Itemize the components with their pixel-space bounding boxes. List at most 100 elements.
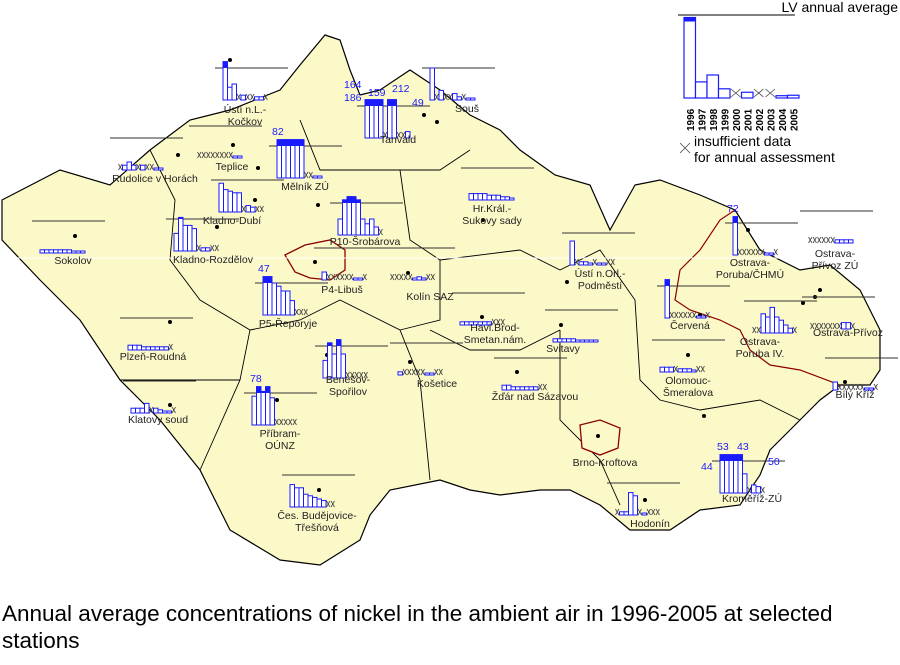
station-17[interactable]: 78 Příbram-OÚNZ	[244, 373, 317, 452]
station-1[interactable]: Rudolice v Horách	[110, 137, 198, 185]
insufficient-data-mark	[201, 151, 206, 159]
station-21[interactable]: Svitavy	[545, 309, 618, 355]
bar-2001	[575, 339, 581, 343]
bar-above-limit	[733, 216, 738, 223]
station-name: Rudolice v Horách	[112, 173, 198, 185]
insufficient-data-mark	[752, 326, 757, 334]
station-27[interactable]: Olomouc-Šmeralova	[652, 339, 725, 399]
station-name: Benešov-	[326, 374, 371, 386]
station-name: Kočkov	[228, 116, 263, 128]
bar-1998	[510, 386, 516, 391]
station-20[interactable]: Havl.Brod-Smetan.nám.	[452, 292, 526, 346]
station-29[interactable]: 72 Ostrava-Poruba/ČHMÚ	[716, 203, 798, 281]
insufficient-data-mark	[241, 205, 246, 213]
bar-1996	[173, 232, 179, 252]
bar-above-limit	[327, 342, 332, 346]
bar-2005	[470, 97, 476, 101]
bar-2004	[163, 346, 169, 351]
insufficient-data-mark	[283, 418, 288, 426]
station-24[interactable]: Brno-Kroftova	[573, 434, 638, 469]
station-8[interactable]: Sokolov	[32, 220, 105, 267]
station-33[interactable]: Bílý Kříž	[825, 357, 898, 401]
station-7[interactable]: Kladno-Rozdělov	[166, 216, 254, 266]
bar-above-limit	[281, 139, 286, 146]
insufficient-data-mark	[362, 273, 367, 281]
bar-1997	[464, 321, 470, 326]
station-19[interactable]: Košetice	[390, 342, 463, 390]
insufficient-data-mark	[399, 273, 404, 281]
insufficient-data-mark	[819, 322, 824, 330]
insufficient-data-mark	[255, 205, 260, 213]
bar-2000	[340, 353, 346, 379]
bar-2005	[593, 339, 599, 343]
station-14[interactable]: Ústí n.Orl.-Podměstí	[562, 232, 635, 292]
insufficient-data-mark	[674, 311, 679, 319]
insufficient-data-mark	[773, 248, 778, 256]
station-23[interactable]: Čes. Budějovice-Třešňová	[277, 474, 357, 534]
value-label: 43	[737, 441, 749, 453]
insufficient-data-mark	[402, 368, 407, 376]
insufficient-data-mark	[350, 371, 355, 379]
bar-2003	[254, 96, 260, 101]
bar-2003	[751, 484, 757, 494]
insufficient-data-mark	[812, 236, 817, 244]
bar-2000	[769, 306, 775, 334]
station-12[interactable]: Kolín SAZ	[382, 247, 455, 303]
station-25[interactable]: Hodonín	[607, 482, 680, 530]
station-18[interactable]: Benešov-Spořilov	[315, 339, 388, 398]
bar-above-limit	[724, 454, 729, 461]
bar-above-limit	[295, 139, 300, 146]
station-name: Žďár nad Sázavou	[492, 390, 579, 403]
insufficient-data-mark	[705, 311, 710, 319]
bar-1996	[569, 240, 575, 266]
station-name: Košetice	[417, 378, 457, 390]
bar-above-limit	[374, 99, 379, 106]
insufficient-data-mark	[426, 273, 431, 281]
station-16[interactable]: Klatovy soud	[123, 380, 196, 426]
station-dot	[480, 315, 484, 319]
bar-2003	[533, 386, 539, 391]
insufficient-data-mark	[808, 236, 813, 244]
station-28[interactable]: Červená	[657, 279, 730, 332]
bar-above-limit	[267, 276, 272, 283]
bar-above-limit	[223, 61, 228, 68]
bar-2000	[486, 194, 492, 201]
station-15[interactable]: Plzeň-Roudná	[120, 317, 193, 363]
bar-above-limit	[356, 199, 361, 203]
station-11[interactable]: P4-Libuš	[313, 247, 387, 296]
station-dot	[215, 225, 219, 229]
insufficient-data-mark	[873, 383, 878, 391]
station-13[interactable]: Hr.Král.-Sukovy sady	[461, 167, 534, 227]
station-26[interactable]: 44 53 43 50 Kroměříž-ZÚ	[701, 414, 785, 505]
legend-bar	[786, 94, 800, 99]
bar-2004	[465, 97, 471, 101]
bar-2002	[364, 223, 370, 236]
insufficient-data-mark	[430, 273, 435, 281]
bar-1998	[260, 390, 266, 426]
bar-2003	[369, 218, 375, 236]
insufficient-data-mark	[168, 343, 173, 351]
bar-1997	[135, 407, 141, 414]
station-6[interactable]: Kladno-Dubí	[203, 179, 284, 227]
station-30[interactable]: Ostrava-Přívoz ZÚ	[800, 210, 873, 292]
bar-2000	[519, 386, 525, 391]
station-2[interactable]: Teplice	[189, 125, 262, 173]
bar-1996	[337, 218, 343, 236]
station-3[interactable]: 82 Mělník ZÚ	[256, 126, 342, 193]
legend-year-label: 2002	[755, 108, 766, 131]
insufficient-data-mark	[378, 228, 383, 236]
station-22[interactable]: Žďár nad Sázavou	[492, 357, 579, 403]
station-5[interactable]: Souš	[422, 67, 495, 124]
station-31[interactable]: Ostrava-Poruba IV.	[736, 300, 817, 360]
station-0[interactable]: Ústí n.L.-Kočkov	[215, 58, 288, 128]
station-9[interactable]: P10-Šrobárova	[316, 196, 403, 248]
station-10[interactable]: 47 P5-Řeporyje	[255, 263, 328, 330]
insufficient-data-mark	[821, 236, 826, 244]
insufficient-data-mark	[354, 371, 359, 379]
insufficient-data-mark	[219, 151, 224, 159]
bar-2004	[166, 410, 172, 414]
station-32[interactable]: Ostrava-Přívoz	[802, 295, 883, 339]
bar-1996	[218, 182, 224, 213]
bar-2003	[500, 196, 506, 201]
